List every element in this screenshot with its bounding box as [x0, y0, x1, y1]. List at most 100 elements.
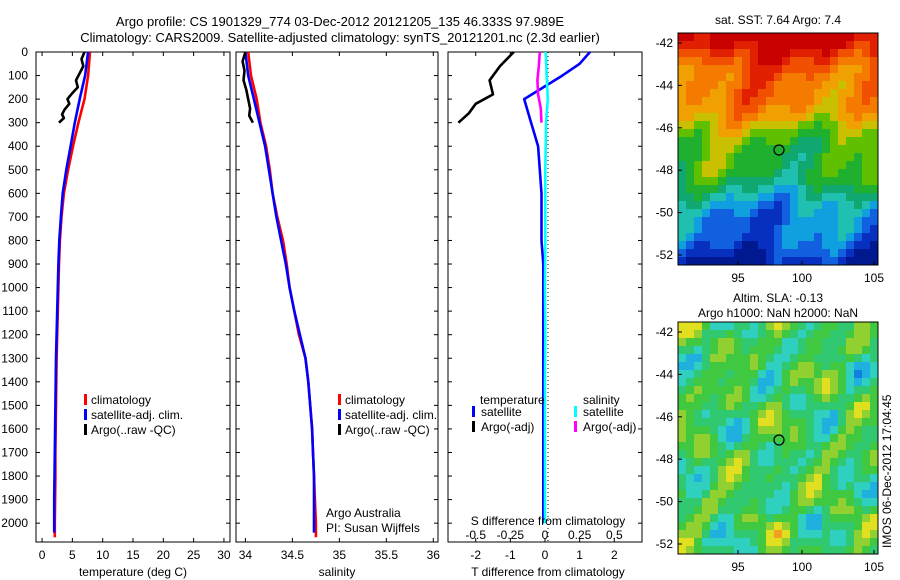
sla-cell — [678, 474, 687, 483]
sst-cell — [846, 57, 855, 66]
sst-cell — [726, 65, 735, 74]
sla-cell — [846, 522, 855, 531]
sst-cell — [814, 57, 823, 66]
sla-cell — [758, 482, 767, 491]
sla-cell — [846, 354, 855, 363]
sst-cell — [862, 241, 871, 250]
sst-cell — [806, 81, 815, 90]
sst-cell — [838, 113, 847, 122]
sst-cell — [790, 209, 799, 218]
sla-cell — [766, 322, 775, 331]
legend-swatch-temp-satellite — [472, 406, 475, 417]
sst-cell — [734, 89, 743, 98]
sla-cell — [790, 394, 799, 403]
sla-cell — [814, 354, 823, 363]
sst-cell — [790, 233, 799, 242]
sla-cell — [798, 514, 807, 523]
sst-cell — [822, 217, 831, 226]
sst-cell — [726, 217, 735, 226]
sla-cell — [742, 466, 751, 475]
sla-cell — [734, 426, 743, 435]
sla-cell — [774, 410, 783, 419]
sla-cell — [870, 370, 879, 379]
sst-cell — [846, 177, 855, 186]
sla-cell — [854, 370, 863, 379]
sla-cell — [790, 442, 799, 451]
sla-cell — [854, 402, 863, 411]
sst-cell — [702, 185, 711, 194]
sst-cell — [814, 225, 823, 234]
lon-tick-label: 100 — [792, 271, 812, 285]
sst-cell — [694, 129, 703, 138]
sla-cell — [750, 442, 759, 451]
sst-cell — [862, 121, 871, 130]
sst-cell — [774, 89, 783, 98]
sla-cell — [782, 530, 791, 539]
lat-tick-label: -48 — [656, 163, 674, 177]
sst-cell — [798, 185, 807, 194]
sst-cell — [718, 153, 727, 162]
sla-cell — [678, 434, 687, 443]
sla-cell — [718, 498, 727, 507]
sst-cell — [766, 97, 775, 106]
sla-cell — [790, 458, 799, 467]
sst-cell — [846, 209, 855, 218]
sst-cell — [814, 33, 823, 42]
sla-cell — [790, 490, 799, 499]
sst-cell — [742, 97, 751, 106]
sla-cell — [766, 498, 775, 507]
sla-cell — [806, 370, 815, 379]
sst-cell — [678, 241, 687, 250]
sst-cell — [838, 257, 847, 266]
lon-tick-label: 105 — [864, 271, 884, 285]
sla-cell — [758, 458, 767, 467]
sst-cell — [846, 153, 855, 162]
sla-cell — [774, 506, 783, 515]
sst-cell — [806, 177, 815, 186]
sla-cell — [734, 434, 743, 443]
sla-cell — [678, 378, 687, 387]
sst-cell — [830, 89, 839, 98]
sla-cell — [822, 354, 831, 363]
sst-cell — [686, 41, 695, 50]
sst-cell — [766, 81, 775, 90]
sla-cell — [686, 370, 695, 379]
sst-cell — [838, 73, 847, 82]
sst-cell — [766, 113, 775, 122]
depth-tick-label: 1400 — [1, 375, 28, 389]
sla-cell — [870, 378, 879, 387]
sst-cell — [718, 73, 727, 82]
sla-cell — [702, 434, 711, 443]
sla-cell — [774, 402, 783, 411]
sla-cell — [862, 322, 871, 331]
sst-cell — [854, 113, 863, 122]
sla-cell — [758, 402, 767, 411]
sla-cell — [694, 410, 703, 419]
sst-cell — [702, 129, 711, 138]
sst-cell — [718, 41, 727, 50]
sla-cell — [846, 482, 855, 491]
sla-cell — [710, 474, 719, 483]
sst-cell — [870, 201, 879, 210]
sla-cell — [790, 354, 799, 363]
sla-cell — [814, 522, 823, 531]
sst-cell — [790, 65, 799, 74]
sst-cell — [774, 217, 783, 226]
sla-cell — [822, 482, 831, 491]
sla-cell — [806, 418, 815, 427]
sst-cell — [686, 113, 695, 122]
sst-map-frame — [677, 32, 879, 266]
sla-cell — [846, 450, 855, 459]
sla-cell — [758, 530, 767, 539]
argo-position-marker — [773, 144, 785, 156]
sla-cell — [854, 458, 863, 467]
sst-cell — [734, 249, 743, 258]
sla-cell — [822, 450, 831, 459]
sst-cell — [710, 233, 719, 242]
legend-label-argo: Argo(..raw -QC) — [345, 423, 430, 437]
sst-cell — [862, 209, 871, 218]
sla-cell — [702, 530, 711, 539]
sla-cell — [838, 378, 847, 387]
sst-cell — [686, 241, 695, 250]
sla-cell — [686, 474, 695, 483]
